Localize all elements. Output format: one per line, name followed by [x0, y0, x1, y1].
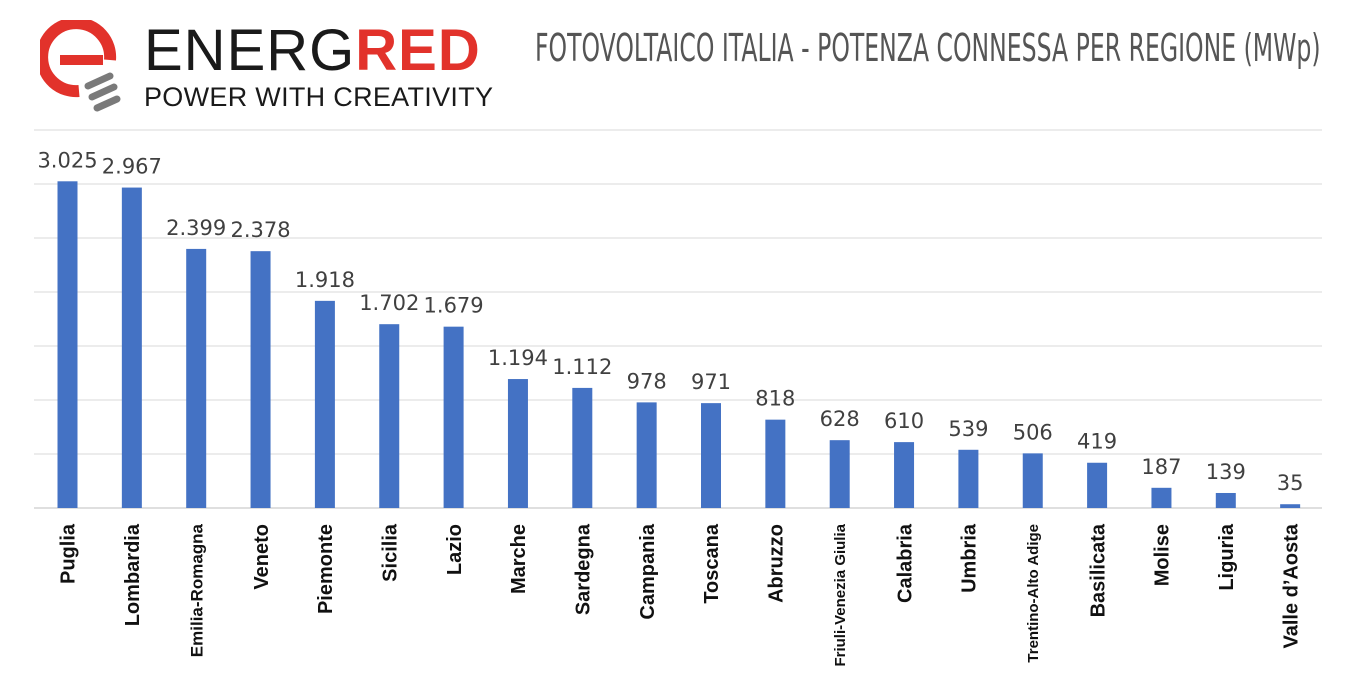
category-label: Umbria [959, 523, 981, 593]
bar [958, 449, 979, 508]
value-label: 1.679 [424, 294, 484, 318]
bar [701, 403, 721, 508]
category-label: Trentino-Alto Adige [1025, 524, 1042, 663]
bar [765, 419, 786, 508]
bar [1022, 453, 1043, 508]
value-label: 139 [1206, 460, 1246, 484]
bar [894, 442, 915, 508]
energred-logo-icon [40, 20, 121, 112]
bar [250, 251, 271, 508]
bar [1087, 462, 1108, 508]
value-label: 818 [755, 387, 795, 411]
brand-tagline: POWER WITH CREATIVITY [144, 82, 494, 112]
category-label: Sardegna [573, 523, 595, 615]
bar [57, 181, 78, 509]
category-label: Puglia [58, 523, 80, 584]
category-label: Emilia-Romagna [187, 523, 206, 657]
gridlines [34, 129, 1322, 509]
bar [379, 324, 400, 508]
category-label: Friuli-Venezia Giulia [832, 523, 849, 666]
bar [1280, 504, 1301, 508]
bar [1215, 492, 1236, 508]
value-label: 628 [820, 407, 860, 431]
value-label: 2.967 [102, 155, 162, 179]
bar [829, 440, 850, 508]
category-label: Veneto [251, 524, 273, 590]
bar [314, 300, 335, 508]
value-label: 610 [884, 409, 924, 433]
category-label: Lazio [444, 524, 466, 575]
category-label: Calabria [894, 523, 916, 603]
value-label: 1.918 [295, 268, 355, 292]
value-label: 1.194 [488, 346, 548, 370]
category-label: Toscana [701, 523, 723, 604]
category-label: Piemonte [315, 524, 337, 614]
category-label: Abruzzo [766, 524, 788, 603]
category-labels: Puglia Lombardia Emilia-Romagna Veneto Piemo… [58, 523, 1303, 666]
value-label: 3.025 [37, 148, 97, 172]
value-label: 1.112 [552, 355, 612, 379]
bar [186, 248, 207, 508]
brand-name-part2: RED [355, 18, 481, 83]
brand-logo: ENERGRED POWER WITH CREATIVITY [40, 14, 510, 114]
value-label: 978 [627, 369, 667, 393]
value-label: 187 [1141, 455, 1181, 479]
bar [507, 379, 528, 508]
value-label: 2.378 [230, 218, 290, 242]
category-label: Liguria [1216, 523, 1238, 591]
category-label: Sicilia [379, 523, 401, 582]
value-label: 971 [691, 370, 731, 394]
category-label: Valle d’Aosta [1280, 523, 1302, 648]
category-label: Molise [1152, 524, 1174, 586]
bar [443, 326, 464, 508]
category-label: Lombardia [122, 523, 144, 626]
category-label: Campania [637, 523, 659, 619]
bar [121, 187, 142, 508]
bars [57, 181, 1301, 509]
value-label: 35 [1277, 471, 1304, 495]
bar [636, 402, 657, 508]
bar [1151, 487, 1172, 508]
category-label: Marche [508, 524, 530, 594]
value-label: 1.702 [359, 291, 419, 315]
category-label: Basilicata [1087, 523, 1109, 617]
bar [572, 387, 593, 508]
value-label: 539 [948, 417, 988, 441]
brand-name-part1: ENERG [144, 18, 356, 83]
value-label: 506 [1013, 420, 1053, 444]
value-label: 2.399 [166, 216, 226, 240]
brand-name: ENERGRED [144, 20, 481, 82]
value-label: 419 [1077, 430, 1117, 454]
